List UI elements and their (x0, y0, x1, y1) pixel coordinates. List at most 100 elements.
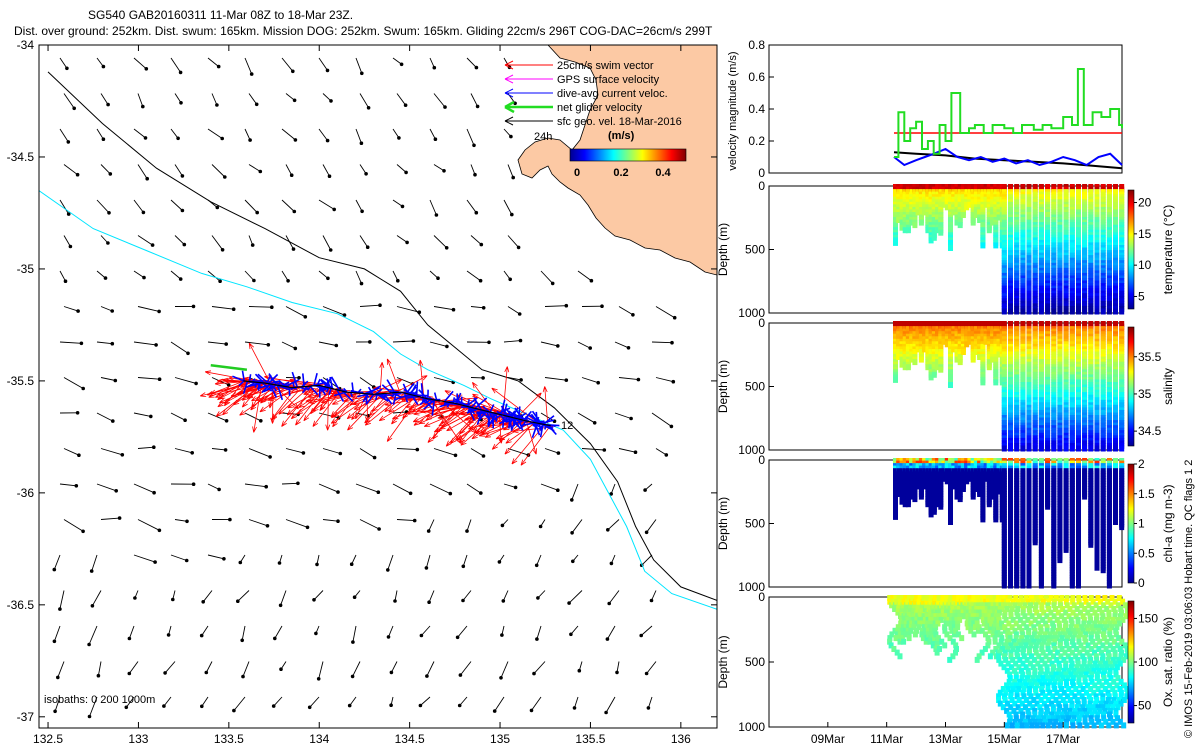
geo-vector-head (223, 175, 227, 179)
geo-vector (396, 306, 420, 313)
salinity-sample (1076, 445, 1081, 452)
geo-vector-head (74, 484, 79, 488)
temperature-sample (1057, 308, 1063, 315)
geo-vector (571, 483, 579, 501)
geo-vector-head (127, 636, 132, 641)
geo-vector-head (58, 607, 62, 611)
geo-vector-head (404, 170, 408, 175)
salinity-sample (1026, 445, 1032, 452)
dac-vector (473, 397, 483, 411)
dac-vector (241, 370, 245, 382)
chla-sample (1008, 582, 1013, 589)
geo-vector (53, 554, 61, 570)
geo-vector-head (142, 275, 146, 280)
geo-vector-head (145, 176, 149, 181)
geo-vector-head (110, 341, 115, 346)
geo-vector-head (149, 414, 153, 419)
geo-vector-head (180, 208, 185, 213)
geo-vector (355, 128, 362, 144)
geo-vector-head (329, 99, 333, 103)
salinity-ytick-0: 0 (758, 316, 765, 330)
geo-vector-head (103, 276, 108, 280)
geo-vector-head (266, 343, 271, 347)
geo-vector (59, 341, 82, 344)
dac-vector (320, 379, 331, 389)
geo-vector-head (513, 485, 518, 490)
geo-vector (507, 448, 529, 456)
geo-vector-head (436, 276, 440, 281)
geo-vector-head (270, 305, 274, 310)
geo-vector-head (291, 247, 296, 251)
isobath-200m (47, 71, 717, 601)
geo-vector (174, 377, 197, 384)
geo-vector-head (117, 516, 122, 520)
geo-vector-head (426, 529, 431, 533)
geo-vector (63, 519, 84, 532)
geo-vector-head (273, 636, 277, 641)
temperature-sample (960, 212, 966, 218)
geo-vector (201, 625, 209, 636)
salinity-sample (1088, 445, 1094, 452)
salinity-sample (980, 379, 986, 386)
geo-vector (96, 412, 114, 422)
dac-vector (248, 374, 252, 382)
geo-vector (318, 128, 328, 141)
geo-vector-head (481, 376, 485, 380)
geo-vector (281, 199, 295, 212)
dac-vector (511, 407, 519, 418)
swim-vector (286, 387, 318, 416)
geo-vector-head (444, 246, 449, 250)
geo-vector (318, 199, 335, 210)
temperature-sample (905, 227, 911, 234)
geo-vector (248, 448, 271, 458)
dac-vector (242, 381, 249, 395)
colorbar-title: (m/s) (608, 130, 635, 142)
dac-vector (325, 387, 330, 393)
geo-vector (502, 590, 509, 602)
geo-vector-head (106, 241, 110, 245)
geo-vector-head (218, 279, 222, 284)
geo-vector (651, 412, 672, 427)
dac-vector (320, 378, 334, 390)
geo-vector (137, 164, 148, 179)
geo-vector-head (191, 482, 196, 487)
geo-vector-head (607, 601, 611, 606)
geo-vector (211, 164, 226, 178)
geo-vector (96, 341, 113, 345)
geo-vector-head (649, 598, 654, 603)
geo-vector (507, 235, 519, 248)
geo-vector-head (589, 278, 594, 283)
geo-vector (96, 483, 117, 492)
geo-vector (470, 306, 484, 309)
geo-vector (174, 519, 188, 522)
geo-vector (647, 696, 653, 709)
temperature-sample (931, 234, 937, 241)
geo-vector (540, 270, 554, 284)
geo-vector (428, 590, 435, 603)
temperature-ylabel: Depth (m) (716, 223, 730, 276)
geo-vector-head (52, 639, 57, 644)
geo-vector (388, 625, 394, 638)
geo-vector-head (399, 62, 404, 67)
swim-vector (308, 393, 357, 405)
geo-vector (607, 519, 620, 531)
geo-vector (387, 554, 394, 571)
geo-vector (655, 377, 674, 383)
geo-vector (96, 270, 106, 279)
geo-vector-head (191, 304, 196, 309)
geo-vector-head (646, 706, 651, 710)
geo-vector-head (250, 243, 255, 247)
geo-vector-head (248, 138, 252, 142)
salinity-sample (1051, 445, 1057, 452)
geo-vector (392, 199, 403, 207)
geo-vector-head (461, 564, 466, 569)
geo-vector-head (79, 341, 84, 346)
geo-vector (507, 164, 514, 178)
map-ytick-1: -34.5 (7, 150, 35, 164)
geo-vector-head (475, 104, 480, 109)
map-xtick-6: 135.5 (575, 732, 605, 746)
geo-vector-head (351, 640, 355, 644)
geo-vector-head (264, 484, 269, 489)
geo-vector-head (220, 136, 224, 141)
geo-vector (207, 128, 223, 139)
